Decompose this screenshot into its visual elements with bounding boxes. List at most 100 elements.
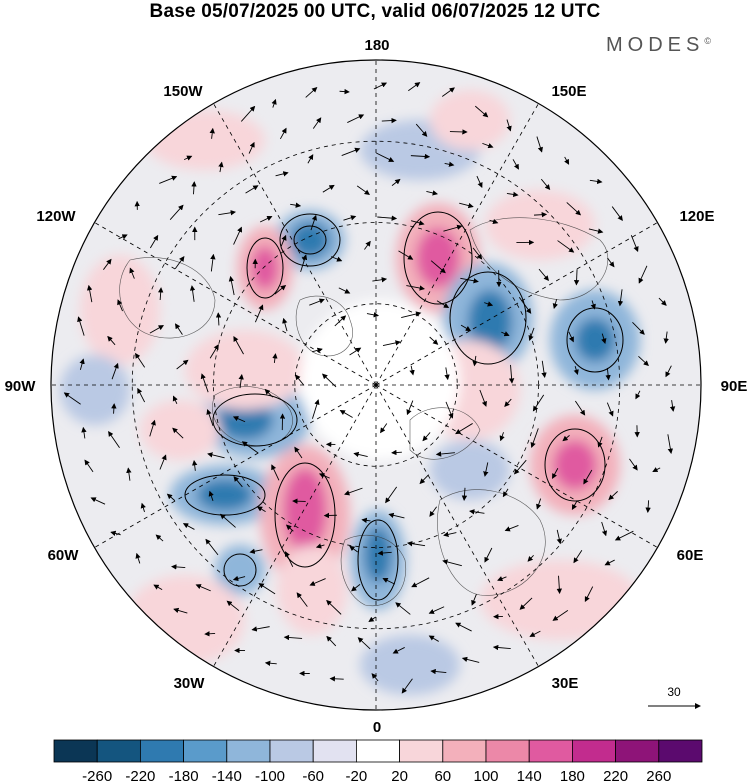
wind-vector xyxy=(428,635,439,642)
wind-vector xyxy=(215,312,222,326)
wind-vector xyxy=(392,647,405,654)
wind-vector xyxy=(283,634,303,641)
colorbar-tick-label: -140 xyxy=(212,768,242,783)
wind-vector xyxy=(149,419,156,437)
wind-vector xyxy=(233,476,243,488)
wind-vector xyxy=(232,416,246,423)
wind-vector xyxy=(489,218,499,225)
wind-vector xyxy=(461,656,480,663)
wind-vector xyxy=(344,487,363,496)
wind-vector xyxy=(607,257,615,268)
lon-label-90e: 90E xyxy=(721,378,748,395)
wind-vector xyxy=(159,175,178,184)
wind-vector xyxy=(240,105,256,122)
wind-vector xyxy=(63,392,81,405)
wind-vector xyxy=(540,178,551,191)
colorbar-tick-label: 180 xyxy=(560,768,585,783)
lon-label-180: 180 xyxy=(364,37,389,54)
wind-vector xyxy=(429,506,438,517)
wind-vector xyxy=(228,275,235,296)
wind-vector xyxy=(443,224,463,232)
wind-vector xyxy=(455,423,473,435)
wind-vector xyxy=(574,400,586,416)
lon-label-90w: 90W xyxy=(5,378,37,395)
colorbar-swatch xyxy=(399,739,444,763)
wind-vector xyxy=(79,358,85,370)
colorbar-swatch xyxy=(139,739,184,763)
wind-vector xyxy=(588,228,604,234)
wind-vector xyxy=(541,360,547,379)
wind-vector xyxy=(476,175,483,188)
wind-vector xyxy=(406,285,425,291)
wind-vector xyxy=(208,490,214,502)
graticule xyxy=(51,60,701,710)
wind-vector xyxy=(159,454,167,470)
wind-vector xyxy=(645,500,651,513)
wind-vector xyxy=(166,493,176,502)
wind-vector xyxy=(460,277,479,284)
wind-vector xyxy=(353,451,368,458)
wind-vector xyxy=(364,240,371,250)
wind-vector xyxy=(556,575,563,595)
colorbar-tick-label: 220 xyxy=(603,768,628,783)
wind-vector xyxy=(406,541,426,547)
wind-vector xyxy=(172,427,184,439)
wind-vector xyxy=(110,530,121,536)
wind-vector xyxy=(285,551,294,568)
wind-vector xyxy=(410,220,425,226)
wind-vector xyxy=(349,347,362,356)
wind-vector xyxy=(191,459,198,471)
wind-vector xyxy=(590,300,596,310)
wind-vector xyxy=(232,575,246,582)
brand-mark: © xyxy=(704,36,711,46)
colorbar-tick-label: 260 xyxy=(646,768,671,783)
colorbar-swatch xyxy=(53,739,98,763)
wind-vector xyxy=(583,469,593,485)
wind-vector xyxy=(472,247,483,260)
wind-vector xyxy=(556,529,562,545)
wind-vector xyxy=(258,583,276,595)
wind-vector xyxy=(108,430,120,448)
wind-vector xyxy=(300,254,308,272)
wind-vector xyxy=(568,331,574,343)
wind-vector xyxy=(282,317,288,332)
wind-vector xyxy=(321,373,337,388)
colorbar-swatch xyxy=(183,739,228,763)
wind-vector xyxy=(158,287,164,301)
wind-vector xyxy=(315,543,325,549)
lon-label-120e: 120E xyxy=(679,208,714,225)
colorbar-tick-label: -100 xyxy=(255,768,285,783)
wind-vector xyxy=(251,626,270,632)
wind-vector xyxy=(529,630,541,637)
wind-vector xyxy=(349,545,358,553)
wind-vector xyxy=(472,355,478,367)
wind-vector xyxy=(401,678,413,694)
wind-vector xyxy=(334,315,347,327)
wind-vector xyxy=(264,660,277,666)
wind-vector xyxy=(372,277,388,283)
wind-vector xyxy=(382,340,401,347)
wind-vector xyxy=(249,548,263,554)
lon-label-150w: 150W xyxy=(163,83,203,100)
wind-vector xyxy=(81,426,87,439)
wind-vector xyxy=(441,87,455,97)
wind-vector xyxy=(573,269,580,286)
wind-vector xyxy=(411,577,430,588)
wind-vector xyxy=(552,468,559,480)
wind-vector xyxy=(483,462,489,477)
wind-vector xyxy=(174,323,183,335)
wind-vector xyxy=(381,117,397,124)
wind-vector xyxy=(497,576,507,582)
wind-vector xyxy=(173,607,188,614)
wind-vector xyxy=(606,402,614,417)
wind-vector xyxy=(285,524,294,532)
wind-vector xyxy=(264,388,274,398)
colorbar-tick-label: -20 xyxy=(346,768,368,783)
colorbar-swatch xyxy=(442,739,487,763)
wind-vector xyxy=(209,127,215,139)
wind-vector xyxy=(428,606,445,614)
wind-vector xyxy=(305,86,318,98)
wind-vector xyxy=(380,423,388,434)
wind-vector xyxy=(271,464,280,481)
wind-vector xyxy=(388,512,405,519)
